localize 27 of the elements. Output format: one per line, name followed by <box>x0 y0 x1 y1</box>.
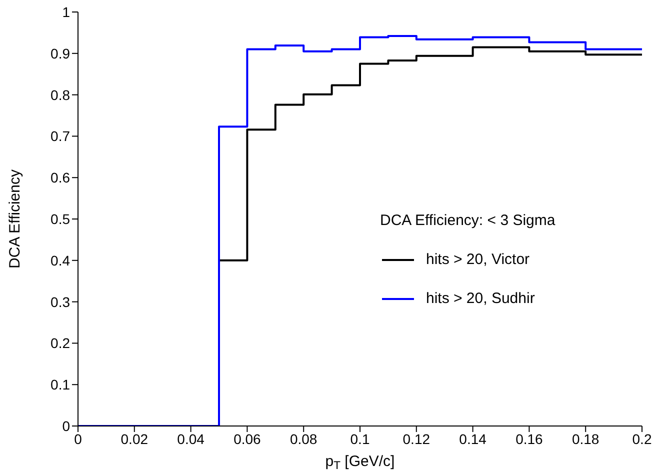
x-tick-label: 0.2 <box>632 430 652 447</box>
x-tick-label: 0.06 <box>234 430 262 447</box>
y-tick-label: 0.8 <box>50 86 70 103</box>
x-tick-label: 0.02 <box>120 430 148 447</box>
y-tick-label: 0.6 <box>50 170 70 186</box>
x-axis-title: p$_{T}$ [GeV/c] <box>325 453 395 472</box>
y-tick-label: 0.2 <box>50 335 70 352</box>
x-tick-label: 0.16 <box>516 430 544 447</box>
y-tick-label: 0.3 <box>50 294 70 310</box>
y-axis-title: DCA Efficiency <box>6 169 24 268</box>
y-tick-label: 0.1 <box>50 376 70 393</box>
y-tick-label: 0.9 <box>50 45 70 62</box>
x-tick-label: 0.1 <box>350 430 370 447</box>
x-tick-label: 0.04 <box>177 430 205 447</box>
legend-label: hits > 20, Victor <box>426 251 530 268</box>
y-tick-label: 0.7 <box>50 128 70 144</box>
x-tick-label: 0.12 <box>402 430 430 447</box>
y-tick-label: 0 <box>62 418 70 434</box>
y-tick-label: 0.4 <box>50 252 70 268</box>
legend-label: hits > 20, Sudhir <box>426 290 535 307</box>
y-tick-label: 0.5 <box>50 210 70 227</box>
x-tick-label: 0.14 <box>459 430 487 447</box>
x-tick-label: 0.08 <box>290 430 318 447</box>
x-tick-label: 0.18 <box>572 430 600 447</box>
legend-title: DCA Efficiency: < 3 Sigma <box>380 212 556 229</box>
y-tick-label: 1 <box>62 4 70 20</box>
x-tick-label: 0 <box>74 430 82 447</box>
